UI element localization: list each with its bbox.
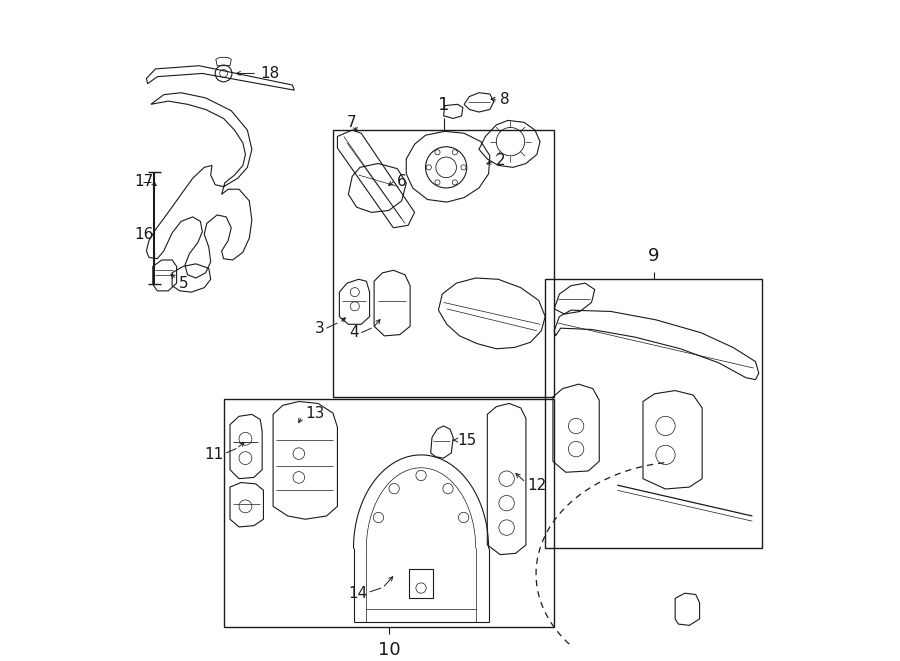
Bar <box>333 130 554 397</box>
Text: 6: 6 <box>397 174 407 189</box>
Text: 14: 14 <box>348 586 368 601</box>
Text: 7: 7 <box>347 115 356 130</box>
Text: 8: 8 <box>500 92 509 106</box>
Text: 17: 17 <box>135 174 154 189</box>
Text: 18: 18 <box>260 66 280 81</box>
Text: 3: 3 <box>315 321 325 336</box>
Text: 1: 1 <box>438 96 449 114</box>
Text: 4: 4 <box>349 325 359 340</box>
Bar <box>223 399 554 627</box>
Text: 10: 10 <box>378 641 400 659</box>
Text: 5: 5 <box>178 276 188 291</box>
Text: 2: 2 <box>496 153 506 169</box>
Text: 16: 16 <box>135 227 154 242</box>
Bar <box>545 280 762 548</box>
Text: 15: 15 <box>458 432 477 447</box>
Text: 9: 9 <box>648 247 660 265</box>
Text: 12: 12 <box>527 478 546 492</box>
Text: 13: 13 <box>305 406 325 420</box>
Text: 11: 11 <box>204 447 223 463</box>
